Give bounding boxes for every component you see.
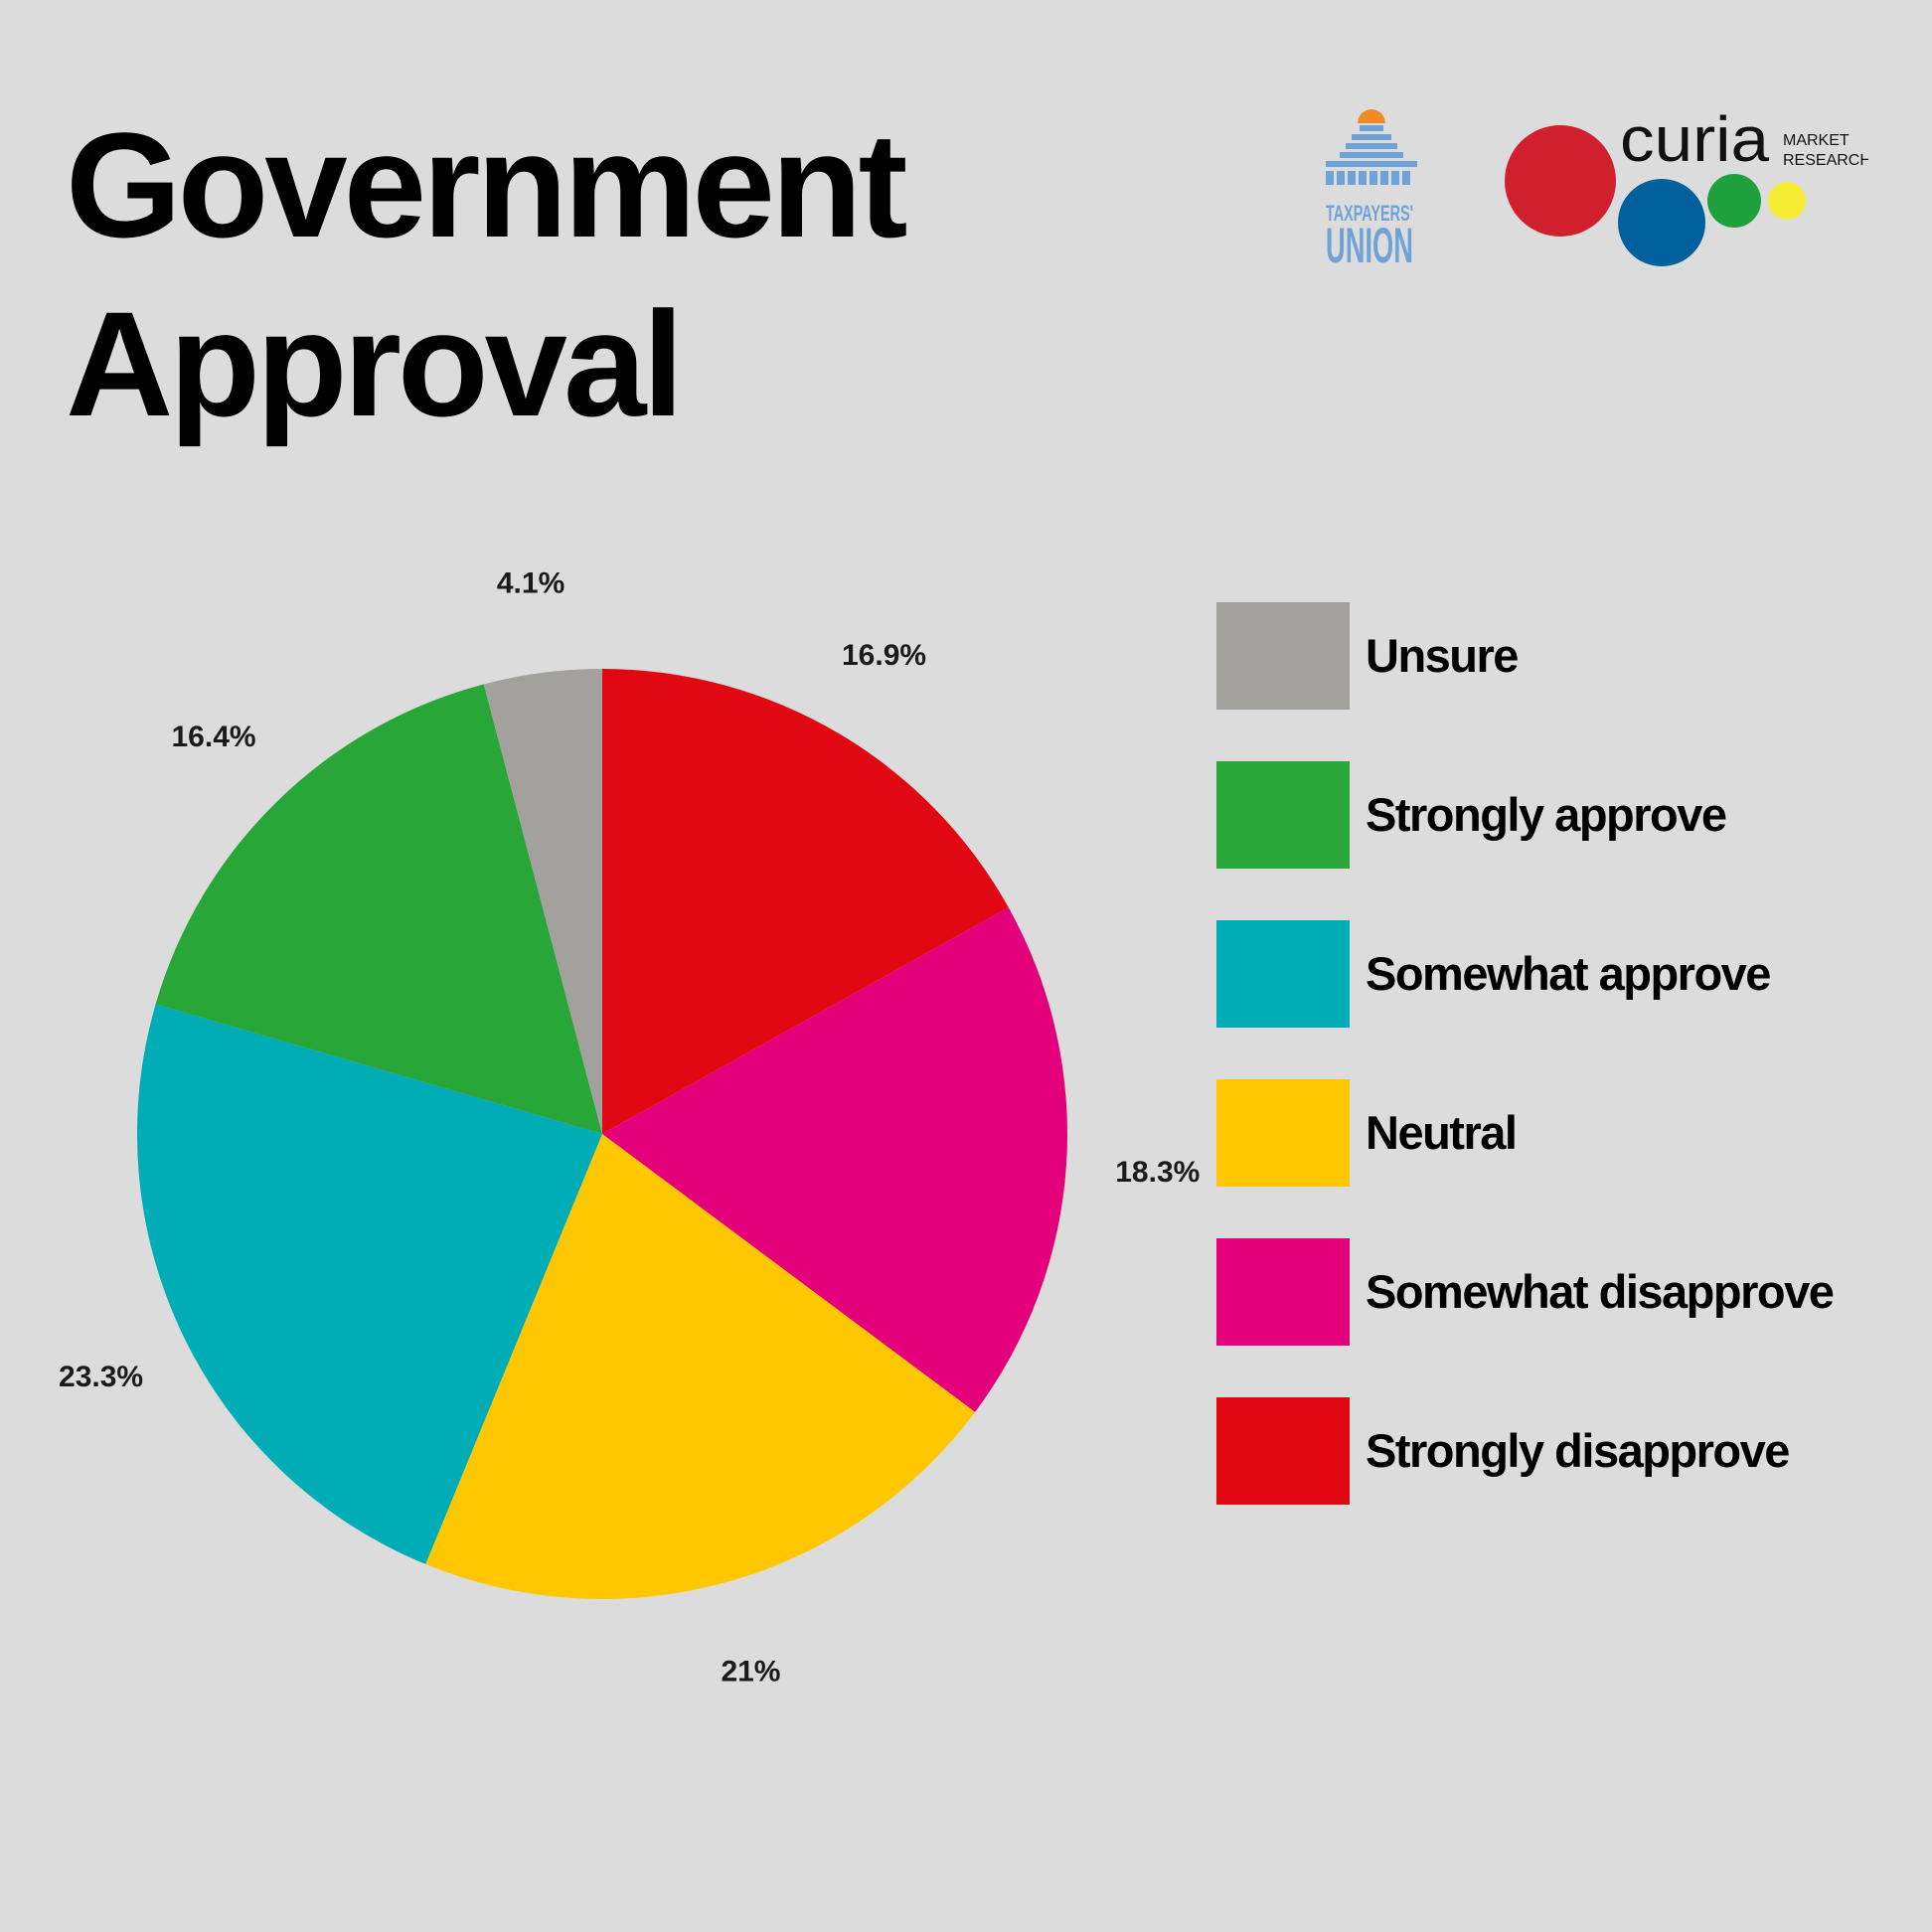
pie-slice-strongly-approve xyxy=(155,684,602,1134)
legend-label: Strongly disapprove xyxy=(1366,1424,1790,1477)
chart-title: Government Approval xyxy=(66,95,908,453)
data-label-strongly-approve: 16.4% xyxy=(171,721,255,753)
logo-building-tier xyxy=(1326,161,1417,167)
pie-slice-strongly-disapprove xyxy=(602,669,1009,1134)
chart-title-line1: Government xyxy=(66,101,908,268)
legend-swatch xyxy=(1216,1397,1350,1505)
taxpayers-union-dome-icon xyxy=(1358,109,1385,123)
legend-label: Somewhat approve xyxy=(1366,947,1771,1000)
pie-slice-somewhat-disapprove xyxy=(602,906,1067,1412)
curia-logo: curia MARKET RESEARCH xyxy=(1505,103,1868,266)
legend-item-strongly-approve: Strongly approve xyxy=(1216,761,1892,869)
data-label-strongly-disapprove: 16.9% xyxy=(842,639,926,672)
legend-swatch xyxy=(1216,1238,1350,1346)
legend-item-neutral: Neutral xyxy=(1216,1079,1892,1187)
logo-building-tier xyxy=(1360,125,1383,131)
legend-swatch xyxy=(1216,761,1350,869)
curia-blue-dot xyxy=(1618,179,1705,266)
curia-red-dot xyxy=(1505,125,1616,237)
logo-building-tier xyxy=(1346,143,1397,149)
curia-tagline-line2: RESEARCH xyxy=(1783,152,1868,169)
legend-label: Strongly approve xyxy=(1366,788,1727,841)
logo-building-tier xyxy=(1352,134,1391,140)
legend-item-strongly-disapprove: Strongly disapprove xyxy=(1216,1397,1892,1505)
pie-data-labels: 16.9% 18.3% 21% 23.3% 16.4% 4.1% xyxy=(59,567,1200,1689)
legend-label: Neutral xyxy=(1366,1106,1518,1159)
legend-item-unsure: Unsure xyxy=(1216,602,1892,710)
taxpayers-union-logo: TAXPAYERS' UNION xyxy=(1326,109,1417,273)
curia-wordmark: curia xyxy=(1620,103,1769,175)
chart-title-line2: Approval xyxy=(66,280,684,447)
taxpayers-union-text-line1: TAXPAYERS' xyxy=(1326,201,1413,226)
data-label-somewhat-disapprove: 18.3% xyxy=(1115,1156,1200,1189)
curia-green-dot xyxy=(1707,174,1761,228)
data-label-unsure: 4.1% xyxy=(497,567,564,600)
pie-slices xyxy=(137,669,1067,1599)
logo-building-tier xyxy=(1340,152,1403,158)
legend-swatch xyxy=(1216,1079,1350,1187)
data-label-neutral: 21% xyxy=(721,1656,780,1689)
logo-columns xyxy=(1326,171,1410,185)
legend-item-somewhat-disapprove: Somewhat disapprove xyxy=(1216,1238,1892,1346)
curia-yellow-dot xyxy=(1768,182,1806,220)
taxpayers-union-text-line2: UNION xyxy=(1326,218,1413,273)
legend-swatch xyxy=(1216,920,1350,1028)
pie-slice-somewhat-approve xyxy=(137,1004,603,1564)
legend-label: Somewhat disapprove xyxy=(1366,1265,1835,1318)
curia-tagline-line1: MARKET xyxy=(1783,132,1850,149)
legend-item-somewhat-approve: Somewhat approve xyxy=(1216,920,1892,1028)
logos: TAXPAYERS' UNION curia MARKET RESEARCH xyxy=(1326,103,1868,273)
pie-slice-neutral xyxy=(425,1134,976,1599)
pie-slice-unsure xyxy=(483,669,602,1134)
legend-swatch xyxy=(1216,602,1350,710)
legend-label: Unsure xyxy=(1366,629,1519,682)
data-label-somewhat-approve: 23.3% xyxy=(59,1361,143,1393)
